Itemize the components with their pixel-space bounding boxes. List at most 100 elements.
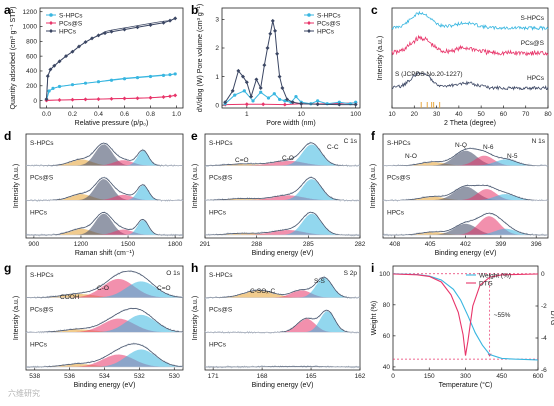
panel-c-xtick-label: 80 <box>544 111 552 118</box>
panel-a-series-point <box>161 95 166 100</box>
panel-b-series-point <box>254 77 259 82</box>
panel-i-ytick-label: 60 <box>383 333 391 340</box>
panel-a-series-point <box>90 36 94 41</box>
panel-b-series-point <box>261 102 266 107</box>
panel-label-c: c <box>371 3 378 17</box>
panel-f-xtick-label: 402 <box>460 241 471 248</box>
panel-a-ytick-label: 800 <box>26 39 37 46</box>
panel-b-series-point <box>315 102 320 107</box>
panel-h-xlabel: Binding energy (eV) <box>252 382 314 389</box>
panel-h-title: S 2p <box>344 270 358 277</box>
panel-i-legend-label: Weight (%) <box>479 272 511 279</box>
panel-a-series-point <box>109 78 114 82</box>
panel-b-series-point <box>337 100 341 104</box>
panel-g-xtick-label: 538 <box>29 373 40 380</box>
panel-label-i: i <box>371 261 374 275</box>
panel-e-series-label: HPCs <box>209 209 227 216</box>
panel-g-series-label: S-HPCs <box>30 272 54 279</box>
panel-i-ytick-right-label: -2 <box>541 303 547 310</box>
panel-d-raw-data <box>25 142 184 168</box>
panel-a-legend-marker <box>49 21 53 25</box>
panel-h-series-label: HPCs <box>209 341 227 348</box>
panel-b-series-point <box>282 102 287 107</box>
panel-a-series-point <box>48 67 53 72</box>
panel-b-series-point <box>249 94 254 99</box>
panel-d-component-peak <box>26 220 183 235</box>
panel-label-g: g <box>4 261 11 275</box>
panel-a-ytick-label: 1200 <box>23 9 38 16</box>
panel-b-series-line <box>225 102 356 106</box>
panel-b-series-point <box>337 102 342 107</box>
panel-b-series-point <box>244 102 249 107</box>
panel-b-legend-marker <box>307 13 311 17</box>
panel-e-component-peak <box>205 144 360 166</box>
panel-label-d: d <box>4 129 11 143</box>
panel-i-xlabel: Temperature (°C) <box>439 381 493 389</box>
panel-h-ylabel: Intensity (a.u.) <box>192 296 199 340</box>
panel-c-series-label: S-HPCs <box>521 15 545 22</box>
panel-e-xtick-label: 288 <box>251 241 262 248</box>
panel-g-component-peak <box>26 314 183 333</box>
panel-b-series-point <box>280 86 285 90</box>
panel-a-legend-marker <box>49 29 53 33</box>
panel-b-series-point <box>230 88 235 93</box>
panel-c-series-label: PCs@S <box>521 40 545 47</box>
panel-b-series-point <box>285 97 290 102</box>
panel-b-xtick-label: 10 <box>298 111 306 118</box>
panel-a-xtick-label: 0.2 <box>68 111 77 118</box>
panel-e-xtick-label: 285 <box>303 241 314 248</box>
panel-i-xtick-label: 450 <box>496 373 507 380</box>
panel-c-xtick-label: 50 <box>478 111 486 118</box>
panel-g-fit-envelope <box>26 343 184 368</box>
panel-h-series-label: PCs@S <box>209 307 233 314</box>
panel-g-xtick-label: 534 <box>99 373 110 380</box>
panel-b-ytick-label: 3 <box>215 17 219 24</box>
panel-h-component-peak <box>205 311 360 333</box>
panel-a-xlabel: Relative pressure (p/p₀) <box>75 120 149 127</box>
panel-h-component-peak <box>205 290 360 298</box>
panel-g-raw-data <box>25 269 184 299</box>
panel-label-h: h <box>191 261 198 275</box>
panel-f-component-peak <box>383 228 548 235</box>
panel-e-peak-label: C=O <box>235 157 249 164</box>
panel-i-ytick-right-label: -6 <box>541 367 547 374</box>
panel-i-ytick-label: 80 <box>383 302 391 309</box>
panel-g-xtick-label: 536 <box>64 373 75 380</box>
panel-a-series-point <box>83 81 88 85</box>
panel-g-frame <box>25 265 184 371</box>
panel-e-fit-envelope <box>205 142 360 167</box>
panel-f-xtick-label: 399 <box>495 241 506 248</box>
panel-g-peak-label: C=O <box>157 285 171 292</box>
panel-i-ytick-label: 40 <box>383 364 391 371</box>
panel-e-fit-envelope <box>205 177 360 201</box>
panel-c-ylabel: Intensity (a.u.) <box>377 36 384 80</box>
panel-e-xtick-label: 282 <box>355 241 366 248</box>
panel-b-frame <box>221 7 361 109</box>
panel-f-series-label: S-HPCs <box>387 140 411 147</box>
panel-f-ylabel: Intensity (a.u.) <box>370 164 377 208</box>
panel-d-xtick-label: 900 <box>28 241 39 248</box>
panel-h-component-peak <box>205 277 360 298</box>
panel-a-ytick-label: 200 <box>26 83 37 90</box>
panel-d-component-peak <box>26 185 183 201</box>
panel-b-series-point <box>294 94 298 99</box>
panel-e-xlabel: Binding energy (eV) <box>252 250 314 257</box>
panel-b-series-point <box>353 102 358 107</box>
panel-e-component-peak <box>205 195 360 201</box>
panel-a-series-point <box>57 98 62 102</box>
panel-a-series-point <box>168 94 172 99</box>
panel-i-xtick-label: 0 <box>391 373 395 380</box>
panel-h-peak-label: C-SOₓ-C <box>250 288 276 295</box>
panel-b-ytick-label: 0 <box>215 102 219 109</box>
panel-a-legend-marker <box>49 13 53 17</box>
panel-a-series-point <box>148 74 153 79</box>
panel-c-frame <box>391 7 549 109</box>
panel-a-series-point <box>83 97 88 102</box>
panel-d-xtick-label: 1200 <box>74 241 89 248</box>
panel-a-frame <box>39 7 184 109</box>
panel-g-xtick-label: 530 <box>169 373 180 380</box>
panel-a-ytick-label: 0 <box>33 98 37 105</box>
panel-a-series-point <box>122 96 127 101</box>
panel-b-series-point <box>283 99 287 103</box>
panel-f-peak-label: N-6 <box>483 144 494 151</box>
